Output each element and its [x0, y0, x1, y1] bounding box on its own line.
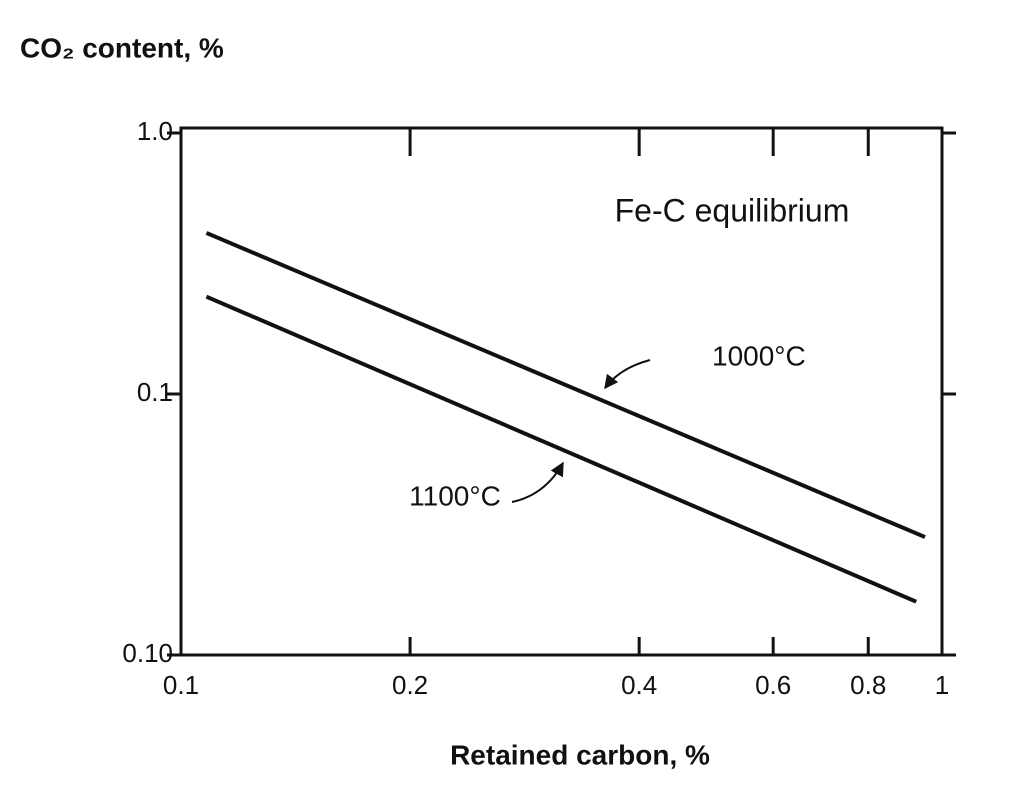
series-line — [205, 294, 918, 604]
annotation: Fe-C equilibrium — [615, 192, 850, 228]
x-tick-label: 0.8 — [850, 670, 886, 700]
series-label: 1000°C — [712, 340, 806, 371]
y-tick-label: 0.10 — [122, 638, 173, 668]
arrow — [511, 461, 564, 503]
series-label: 1100°C — [409, 480, 501, 511]
y-tick-label: 0.1 — [137, 377, 173, 407]
x-axis-title: Retained carbon, % — [450, 739, 710, 770]
x-tick-label: 0.6 — [755, 670, 791, 700]
x-tick-label: 0.1 — [163, 670, 199, 700]
arrow — [604, 359, 651, 390]
x-tick-label: 0.4 — [621, 670, 657, 700]
plot-frame — [179, 126, 944, 657]
y-tick-label: 1.0 — [137, 116, 173, 146]
x-tick-label: 0.2 — [392, 670, 428, 700]
series-line — [205, 231, 926, 539]
x-tick-label: 1 — [935, 670, 949, 700]
y-axis-title: CO₂ content, % — [20, 32, 224, 63]
